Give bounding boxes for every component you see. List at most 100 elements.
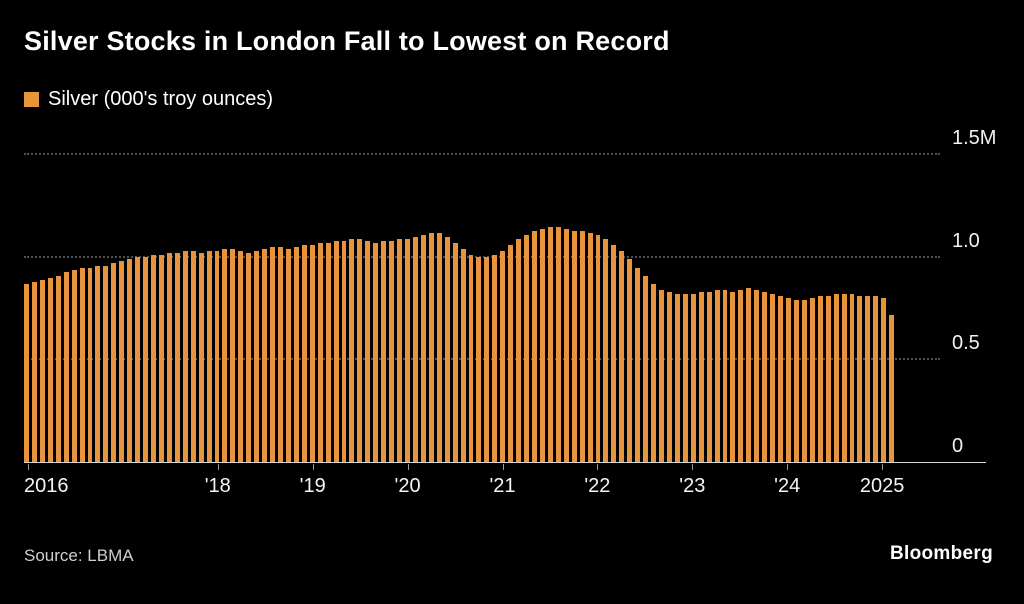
bar: [532, 230, 537, 462]
bar: [119, 261, 125, 462]
bar: [873, 296, 879, 462]
bar: [801, 300, 807, 462]
bar: [468, 255, 474, 462]
x-axis-label: '22: [584, 475, 611, 497]
bar: [71, 269, 77, 462]
bar: [222, 249, 228, 462]
bar: [555, 226, 561, 462]
bar: [103, 265, 109, 462]
bar: [285, 249, 291, 462]
bar: [55, 275, 61, 462]
bar: [436, 232, 442, 462]
bar: [39, 279, 45, 462]
x-axis-label: '19: [299, 475, 326, 497]
bar: [579, 230, 585, 462]
chart-title: Silver Stocks in London Fall to Lowest o…: [24, 26, 670, 56]
x-axis-tick: [502, 464, 504, 470]
bar: [349, 238, 355, 462]
plot-area: 1.5M 1.0 0.5 0 2016 '18 '19 '20 '21 '22 '23 '24 2025: [24, 127, 996, 497]
bar: [381, 240, 387, 462]
bar: [262, 249, 268, 462]
x-axis-baseline: [24, 462, 986, 463]
bar: [659, 290, 664, 462]
bar: [682, 294, 688, 462]
gridline: [24, 153, 940, 155]
bar: [151, 255, 156, 462]
bar: [301, 245, 307, 462]
bar: [611, 245, 617, 462]
bar: [452, 243, 458, 462]
bar: [857, 296, 863, 462]
bar-series: [24, 155, 895, 462]
bar: [619, 251, 625, 462]
source-note: Source: LBMA: [24, 546, 134, 565]
x-axis-tick: [407, 464, 409, 470]
bar: [770, 294, 776, 462]
bar: [127, 259, 133, 462]
bar: [460, 249, 466, 462]
bar: [817, 296, 823, 462]
bar: [158, 255, 164, 462]
bar: [476, 257, 482, 462]
gridline: [24, 358, 940, 361]
bar: [143, 257, 148, 462]
bar: [516, 238, 522, 462]
bar: [603, 238, 609, 462]
bar: [198, 253, 204, 462]
bar: [786, 298, 791, 462]
bar: [95, 265, 101, 462]
bar: [24, 283, 29, 462]
bar: [214, 251, 220, 462]
x-axis-tick: [692, 464, 694, 470]
bar: [31, 281, 37, 462]
bar: [428, 232, 434, 462]
bar: [397, 238, 402, 462]
bar: [412, 236, 418, 462]
legend-label: Silver (000's troy ounces): [48, 88, 274, 110]
x-axis-tick: [882, 464, 884, 470]
bar: [230, 249, 236, 462]
bar: [587, 232, 593, 462]
bar: [47, 277, 53, 462]
bar: [635, 267, 641, 462]
bar: [365, 240, 371, 462]
bar: [849, 294, 855, 462]
x-axis-label: 2025: [859, 475, 905, 497]
bar: [174, 253, 180, 462]
gridline: [24, 255, 940, 258]
x-axis-tick: [217, 464, 219, 470]
x-axis-tick: [27, 464, 29, 470]
x-axis-tick: [312, 464, 314, 470]
y-axis-label: 1.5M: [952, 127, 997, 149]
bar: [825, 296, 831, 462]
bar: [881, 298, 887, 462]
bar: [730, 292, 736, 462]
bar: [539, 228, 545, 462]
x-axis-label: '24: [774, 475, 801, 497]
bar: [643, 275, 649, 462]
legend-swatch-icon: [24, 92, 39, 107]
bar: [63, 271, 69, 462]
bar: [270, 247, 275, 462]
y-axis-label: 0.5: [952, 332, 980, 355]
bar: [341, 240, 347, 462]
x-axis-label: '21: [489, 475, 516, 497]
x-axis-label: '23: [679, 475, 706, 497]
bar: [714, 290, 720, 462]
bar: [246, 253, 252, 462]
bar: [738, 290, 744, 462]
bar: [79, 267, 85, 462]
bar: [563, 228, 569, 462]
bar: [754, 290, 760, 462]
x-axis-tick: [787, 464, 789, 470]
bar: [865, 296, 871, 462]
bar: [87, 267, 93, 462]
bar: [508, 245, 514, 462]
x-axis-label: '18: [204, 475, 231, 497]
legend: Silver (000's troy ounces): [24, 88, 273, 111]
bar: [444, 236, 450, 462]
bar: [595, 234, 601, 462]
bar: [651, 283, 656, 462]
bar: [182, 251, 188, 462]
